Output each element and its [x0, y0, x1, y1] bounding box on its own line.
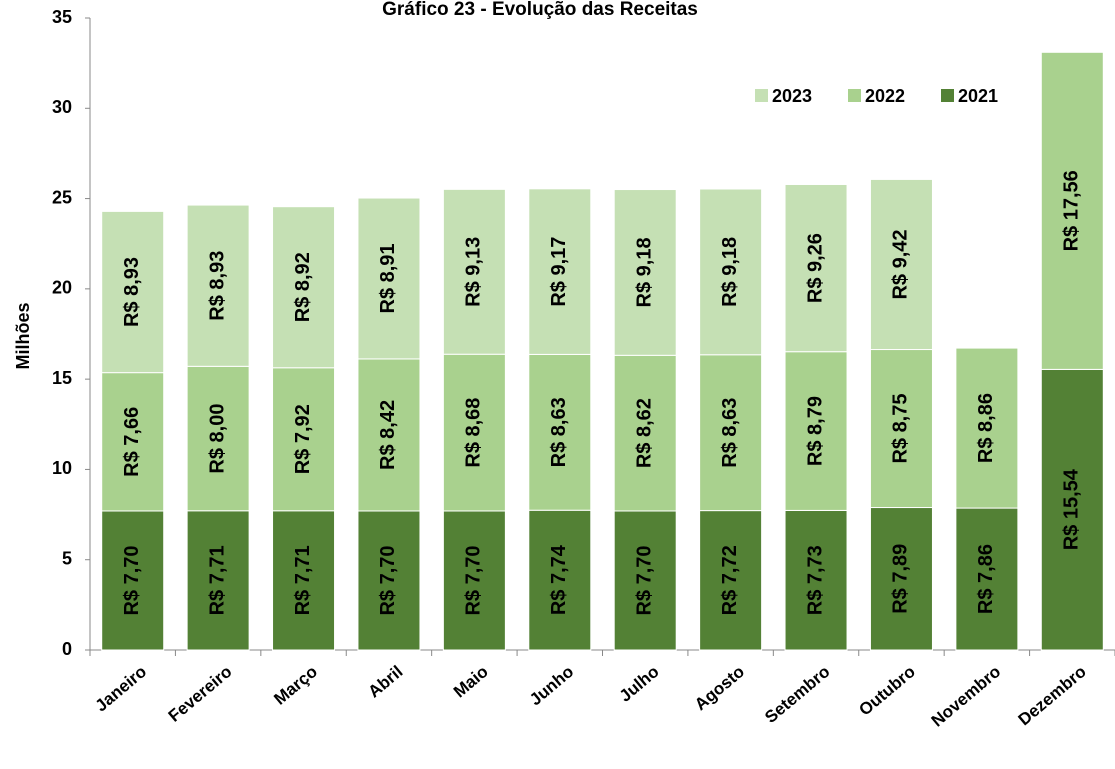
bar-segment [955, 347, 1019, 509]
bar-segment [442, 188, 506, 355]
value-label: R$ 7,72 [719, 545, 741, 615]
bar-segment [101, 510, 165, 651]
bar-segment [955, 507, 1019, 651]
legend-label: 2022 [865, 86, 905, 106]
legend-swatch [848, 89, 861, 102]
bar-segment [699, 354, 763, 512]
bar-segment [442, 510, 506, 651]
value-label: R$ 17,56 [1061, 170, 1083, 251]
value-label: R$ 8,86 [975, 393, 997, 463]
x-tick-label: Setembro [761, 662, 833, 727]
bar-segment [357, 197, 421, 360]
bar-segment [784, 351, 848, 511]
bar-segment [699, 510, 763, 651]
bar-segment [101, 210, 165, 374]
x-tick-label: Julho [616, 662, 663, 706]
value-label: R$ 9,17 [548, 237, 570, 307]
bar-segment [784, 183, 848, 353]
x-tick-label: Março [270, 662, 321, 709]
y-tick-label: 10 [52, 458, 72, 478]
bar-segment [528, 353, 592, 511]
value-label: R$ 8,75 [890, 393, 912, 463]
bar-segment [699, 188, 763, 356]
y-tick-label: 30 [52, 97, 72, 117]
x-tick-label: Agosto [691, 662, 748, 714]
value-label: R$ 8,68 [463, 398, 485, 468]
bar-segment [442, 353, 506, 512]
bar-segment [613, 354, 677, 512]
bar-segment [357, 358, 421, 512]
x-tick-label: Janeiro [92, 662, 151, 715]
value-label: R$ 9,18 [633, 237, 655, 307]
value-label: R$ 7,74 [548, 544, 570, 615]
value-label: R$ 9,13 [463, 237, 485, 307]
value-label: R$ 7,71 [206, 545, 228, 615]
y-tick-label: 35 [52, 7, 72, 27]
x-tick-label: Junho [526, 662, 577, 709]
bar-segment [186, 204, 250, 367]
value-label: R$ 8,93 [206, 251, 228, 321]
value-label: R$ 8,00 [206, 404, 228, 474]
bar-segment [869, 178, 933, 351]
value-label: R$ 7,86 [975, 544, 997, 614]
y-tick-label: 0 [62, 639, 72, 659]
legend-label: 2021 [958, 86, 998, 106]
bar-segment [1040, 51, 1104, 370]
y-axis-label: Milhões [13, 302, 33, 369]
bar-segment [272, 510, 336, 651]
value-label: R$ 8,62 [633, 398, 655, 468]
value-label: R$ 9,18 [719, 237, 741, 307]
y-tick-label: 20 [52, 278, 72, 298]
bar-segment [1040, 368, 1104, 651]
legend-label: 2023 [772, 86, 812, 106]
bar-segment [186, 365, 250, 512]
bar-segment [528, 188, 592, 355]
value-label: R$ 7,66 [121, 407, 143, 477]
x-tick-label: Abril [365, 662, 407, 701]
chart-title: Gráfico 23 - Evolução das Receitas [382, 0, 698, 20]
value-label: R$ 15,54 [1061, 468, 1083, 550]
y-tick-label: 5 [62, 548, 72, 568]
bar-segment [613, 510, 677, 651]
bar-segment [528, 509, 592, 651]
x-tick-label: Novembro [928, 662, 1005, 731]
legend-swatch [755, 89, 768, 102]
bar-segment [101, 372, 165, 512]
value-label: R$ 7,70 [633, 545, 655, 615]
x-tick-label: Outubro [855, 662, 919, 720]
value-label: R$ 8,91 [377, 243, 399, 313]
value-label: R$ 8,92 [292, 252, 314, 322]
bar-segment [613, 189, 677, 356]
value-label: R$ 8,93 [121, 257, 143, 327]
value-label: R$ 7,92 [292, 404, 314, 474]
bar-segment [357, 510, 421, 651]
legend-swatch [941, 89, 954, 102]
bar-segment [869, 507, 933, 651]
value-label: R$ 8,63 [719, 398, 741, 468]
bar-segment [784, 509, 848, 651]
value-label: R$ 7,71 [292, 545, 314, 615]
value-label: R$ 7,70 [463, 545, 485, 615]
value-label: R$ 8,79 [804, 396, 826, 466]
value-label: R$ 9,26 [804, 233, 826, 303]
bar-segment [272, 206, 336, 369]
value-label: R$ 8,63 [548, 397, 570, 467]
value-label: R$ 9,42 [890, 229, 912, 299]
x-tick-label: Maio [450, 662, 492, 701]
x-tick-label: Dezembro [1015, 662, 1090, 729]
value-label: R$ 7,70 [377, 545, 399, 615]
value-label: R$ 7,89 [890, 544, 912, 614]
value-label: R$ 7,70 [121, 545, 143, 615]
x-tick-label: Fevereiro [165, 662, 236, 726]
y-tick-label: 15 [52, 368, 72, 388]
value-label: R$ 8,42 [377, 400, 399, 470]
y-tick-label: 25 [52, 187, 72, 207]
value-label: R$ 7,73 [804, 545, 826, 615]
